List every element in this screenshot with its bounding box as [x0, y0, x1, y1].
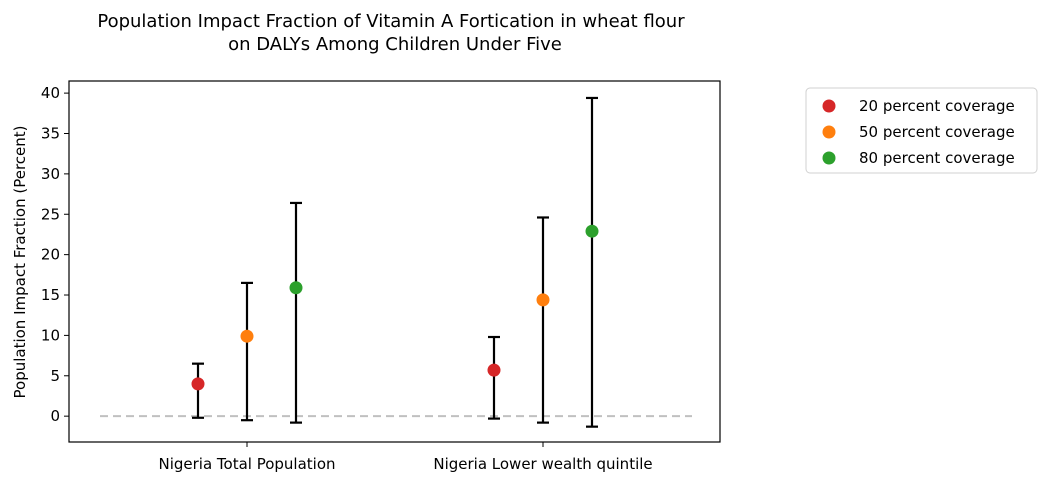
legend-box: [805, 87, 1038, 174]
data-point: [536, 293, 550, 307]
data-point: [240, 329, 254, 343]
y-tick-label: 20: [41, 246, 60, 264]
y-tick-label: 15: [41, 286, 60, 304]
legend-marker: [822, 151, 836, 165]
chart-title-line-2: on DALYs Among Children Under Five: [228, 34, 562, 55]
data-point: [191, 377, 205, 391]
legend-marker: [822, 125, 836, 139]
y-tick-label: 0: [50, 407, 60, 425]
data-point: [289, 281, 303, 295]
data-point: [487, 363, 501, 377]
data-point: [585, 224, 599, 238]
y-tick-label: 25: [41, 205, 60, 223]
legend-label: 50 percent coverage: [859, 123, 1015, 141]
plot-frame: [68, 80, 721, 443]
legend: 20 percent coverage 50 percent coverage 80…: [805, 87, 1038, 174]
y-tick-label: 5: [50, 367, 60, 385]
chart-title-line-1: Population Impact Fraction of Vitamin A …: [97, 11, 685, 32]
plot-area: 0 5 10 15 20 25 30 35 40 Nigeria Total Population…: [41, 80, 721, 473]
y-tick-label: 40: [41, 84, 60, 102]
y-tick-label: 35: [41, 124, 60, 142]
y-axis-label: Population Impact Fraction (Percent): [11, 125, 29, 398]
legend-label: 20 percent coverage: [859, 97, 1015, 115]
x-tick-label: Nigeria Lower wealth quintile: [433, 455, 652, 473]
legend-label: 80 percent coverage: [859, 149, 1015, 167]
x-tick-label: Nigeria Total Population: [158, 455, 335, 473]
legend-marker: [822, 99, 836, 113]
y-tick-label: 10: [41, 326, 60, 344]
y-tick-label: 30: [41, 165, 60, 183]
